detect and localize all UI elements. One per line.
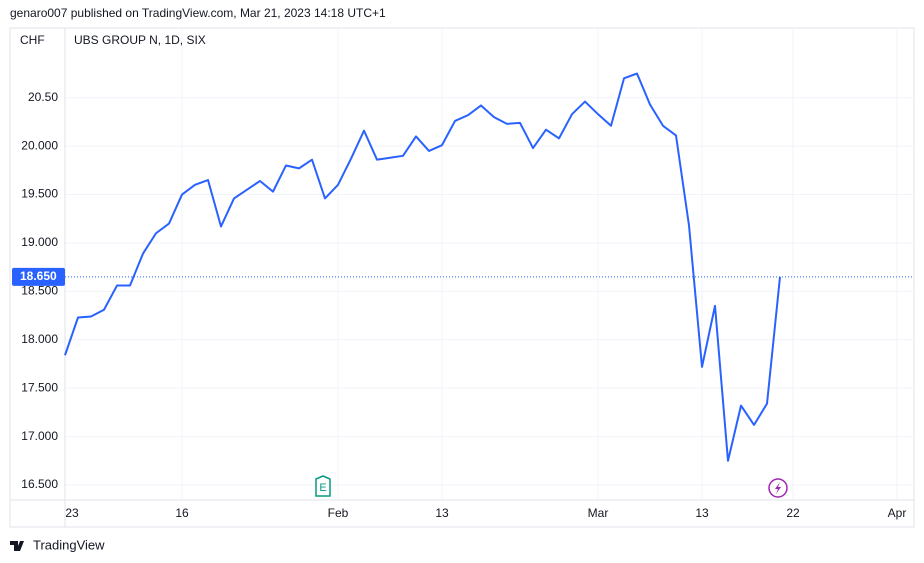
- x-tick-label: Apr: [888, 506, 907, 520]
- last-price-label: 18.650: [20, 269, 57, 283]
- footer-brand: TradingView: [33, 537, 105, 552]
- x-tick-label: 16: [175, 506, 189, 520]
- x-tick-label: Mar: [588, 506, 609, 520]
- x-tick-label: 23: [65, 506, 79, 520]
- x-tick-label: 13: [695, 506, 709, 520]
- price-line: [64, 72, 781, 462]
- last-price-badge: [12, 267, 65, 286]
- x-tick-label: Feb: [328, 506, 349, 520]
- earnings-icon: E: [315, 475, 331, 497]
- y-tick-label: 19.000: [21, 235, 58, 249]
- chart-frame: [9, 27, 915, 528]
- x-tick-label: 22: [786, 506, 800, 520]
- legend-entry: UBS GROUP N, 1D, SIX: [74, 33, 206, 47]
- y-tick-label: 20.50: [28, 90, 58, 104]
- event-icon: [768, 478, 788, 498]
- y-tick-label: 18.500: [21, 284, 58, 298]
- y-tick-label: 20.000: [21, 138, 58, 152]
- y-tick-label: 17.500: [21, 380, 58, 394]
- y-axis-label: CHF: [20, 33, 45, 47]
- publish-header: genaro007 published on TradingView.com, …: [10, 6, 386, 20]
- y-tick-label: 18.000: [21, 332, 58, 346]
- tv-logo: [10, 541, 24, 551]
- x-tick-label: 13: [435, 506, 449, 520]
- svg-text:E: E: [319, 482, 326, 494]
- y-tick-label: 17.000: [21, 429, 58, 443]
- y-tick-label: 16.500: [21, 477, 58, 491]
- label-bg: [14, 32, 54, 50]
- y-tick-label: 19.500: [21, 187, 58, 201]
